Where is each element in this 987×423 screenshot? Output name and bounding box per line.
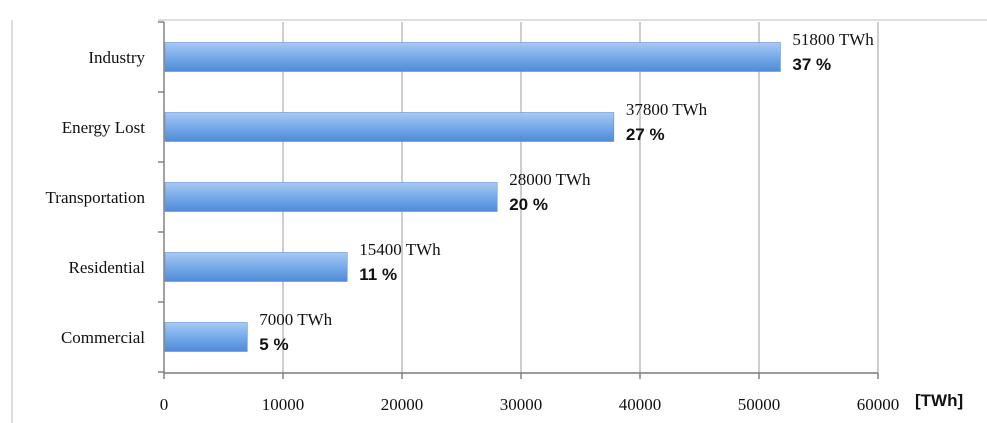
value-label-0: 51800 TWh xyxy=(792,30,874,49)
value-label-2: 28000 TWh xyxy=(509,170,591,189)
bar-1 xyxy=(164,112,615,142)
bars xyxy=(164,42,781,352)
value-label-1: 37800 TWh xyxy=(626,100,708,119)
bar-3 xyxy=(164,252,348,282)
category-label-3: Residential xyxy=(69,258,146,277)
category-label-1: Energy Lost xyxy=(62,118,146,137)
percent-label-3: 11 % xyxy=(359,265,397,284)
value-label-4: 7000 TWh xyxy=(259,310,332,329)
x-tick-label-6: 60000 xyxy=(857,395,900,414)
category-label-4: Commercial xyxy=(61,328,145,347)
x-tick-label-2: 20000 xyxy=(381,395,424,414)
axes xyxy=(158,21,879,379)
x-tick-label-3: 30000 xyxy=(500,395,543,414)
value-label-3: 15400 TWh xyxy=(359,240,441,259)
x-tick-label-0: 0 xyxy=(160,395,169,414)
bar-4 xyxy=(164,322,248,352)
category-label-0: Industry xyxy=(88,48,145,67)
x-tick-label-5: 50000 xyxy=(738,395,781,414)
bar-2 xyxy=(164,182,498,212)
percent-label-1: 27 % xyxy=(626,125,665,144)
x-tick-label-4: 40000 xyxy=(619,395,662,414)
x-tick-label-1: 10000 xyxy=(262,395,305,414)
category-label-2: Transportation xyxy=(46,188,146,207)
x-axis-unit-label: [TWh] xyxy=(915,391,963,410)
labels: 0 10000 20000 30000 40000 50000 60000 [TWh] Indu… xyxy=(46,30,964,414)
bar-0 xyxy=(164,42,781,72)
percent-label-0: 37 % xyxy=(792,55,831,74)
percent-label-2: 20 % xyxy=(509,195,548,214)
percent-label-4: 5 % xyxy=(259,335,288,354)
